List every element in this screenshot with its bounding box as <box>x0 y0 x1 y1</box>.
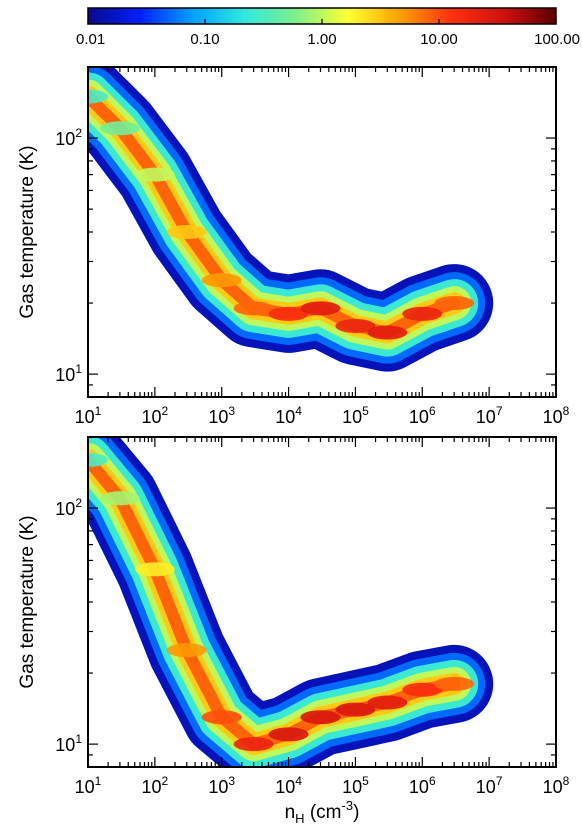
xlabel-n: n <box>285 802 296 823</box>
colorbar-tick-label: 1.00 <box>307 31 336 48</box>
x-tick-label: 107 <box>476 774 503 797</box>
colorbar-tick-label: 0.10 <box>190 31 219 48</box>
density-core <box>99 491 140 506</box>
x-tick-label: 101 <box>75 774 102 797</box>
density-core <box>88 452 108 467</box>
density-core <box>434 676 475 691</box>
density-core <box>233 737 274 752</box>
density-core <box>367 325 408 340</box>
xlabel-sup: -3 <box>342 798 354 813</box>
x-tick-label: 105 <box>342 404 369 427</box>
x-tick-label: 106 <box>409 774 436 797</box>
density-core <box>88 89 108 104</box>
panel-bottom: 101 102 103 104 105 106 107 108 101 102 Gas tempe… <box>17 436 570 826</box>
xlabel: nH (cm-3) <box>285 798 360 826</box>
density-core <box>300 301 341 316</box>
density-core <box>166 643 207 658</box>
density-core <box>166 225 207 239</box>
density-core <box>335 702 376 717</box>
x-tick-label: 101 <box>75 404 102 427</box>
x-tick-label: 102 <box>141 774 168 797</box>
density-core <box>367 695 408 710</box>
xlabel-end: ) <box>353 802 359 823</box>
density-core <box>201 273 242 288</box>
y-tick-label: 101 <box>55 362 82 385</box>
density-core <box>402 306 443 321</box>
density-core <box>99 121 140 136</box>
density-core <box>268 306 309 321</box>
density-core <box>201 710 242 725</box>
x-tick-label: 108 <box>543 404 570 427</box>
y-tick-label: 102 <box>55 496 82 519</box>
ylabel-top: Gas temperature (K) <box>17 145 38 318</box>
x-tick-label: 103 <box>208 404 235 427</box>
density-core <box>233 301 274 316</box>
density-core <box>134 562 175 577</box>
colorbar-tick-label: 100.00 <box>534 31 580 48</box>
ylabel-bottom: Gas temperature (K) <box>17 515 38 688</box>
x-tick-label: 103 <box>208 774 235 797</box>
colorbar-ticks: 0.01 0.10 1.00 10.00 100.00 <box>76 19 580 48</box>
xlabel-sub: H <box>295 811 304 826</box>
density-core <box>134 167 175 182</box>
x-tick-label: 104 <box>275 404 302 427</box>
x-tick-label: 105 <box>342 774 369 797</box>
heatmap-bottom <box>88 437 494 767</box>
y-tick-label: 101 <box>55 732 82 755</box>
panel-top: 101 102 103 104 105 106 107 108 101 102 Gas tempe… <box>17 66 570 427</box>
density-core <box>335 318 376 333</box>
x-tick-label: 106 <box>409 404 436 427</box>
density-core <box>268 727 309 742</box>
axis-ticks-bottom: 101 102 103 104 105 106 107 108 101 102 <box>55 436 570 797</box>
x-tick-label: 104 <box>275 774 302 797</box>
density-core <box>402 682 443 697</box>
xlabel-units: (cm <box>305 802 342 823</box>
colorbar-tick-label: 10.00 <box>420 31 458 48</box>
colorbar: 0.01 0.10 1.00 10.00 100.00 <box>76 7 580 48</box>
heatmap-top <box>88 67 494 372</box>
colorbar-tick-label: 0.01 <box>76 31 105 48</box>
density-core <box>434 296 475 311</box>
x-tick-label: 108 <box>543 774 570 797</box>
axis-ticks-top: 101 102 103 104 105 106 107 108 101 102 <box>55 66 570 427</box>
y-tick-label: 102 <box>55 126 82 149</box>
x-tick-label: 102 <box>141 404 168 427</box>
density-core <box>300 710 341 725</box>
x-tick-label: 107 <box>476 404 503 427</box>
